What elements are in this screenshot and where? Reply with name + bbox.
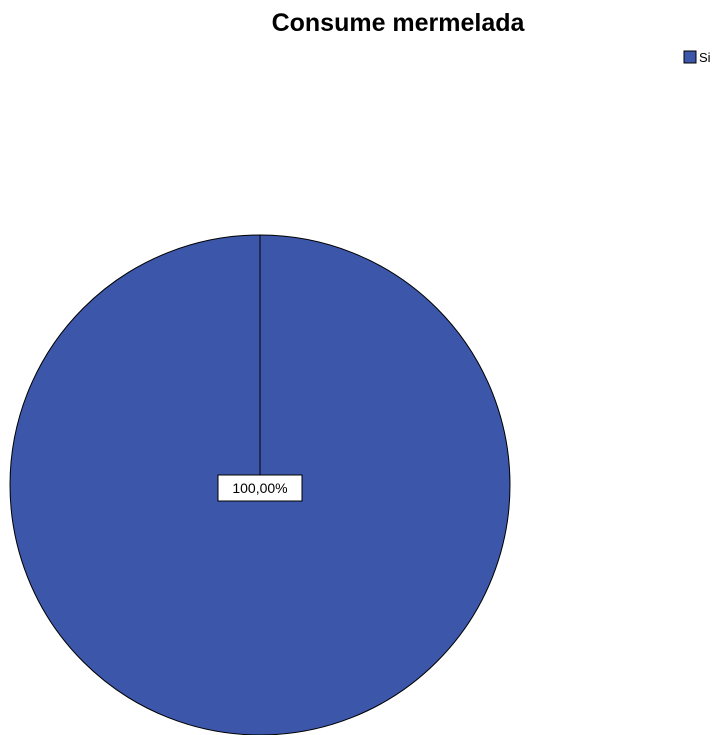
legend: Si xyxy=(683,50,711,65)
data-label-box-si xyxy=(217,474,303,502)
pie-data-labels: 100,00% xyxy=(217,474,303,502)
chart-title: Consume mermelada xyxy=(272,9,526,37)
legend-label-si: Si xyxy=(699,50,711,65)
data-label-si: 100,00% xyxy=(232,480,287,496)
legend-swatch-si xyxy=(683,50,697,64)
